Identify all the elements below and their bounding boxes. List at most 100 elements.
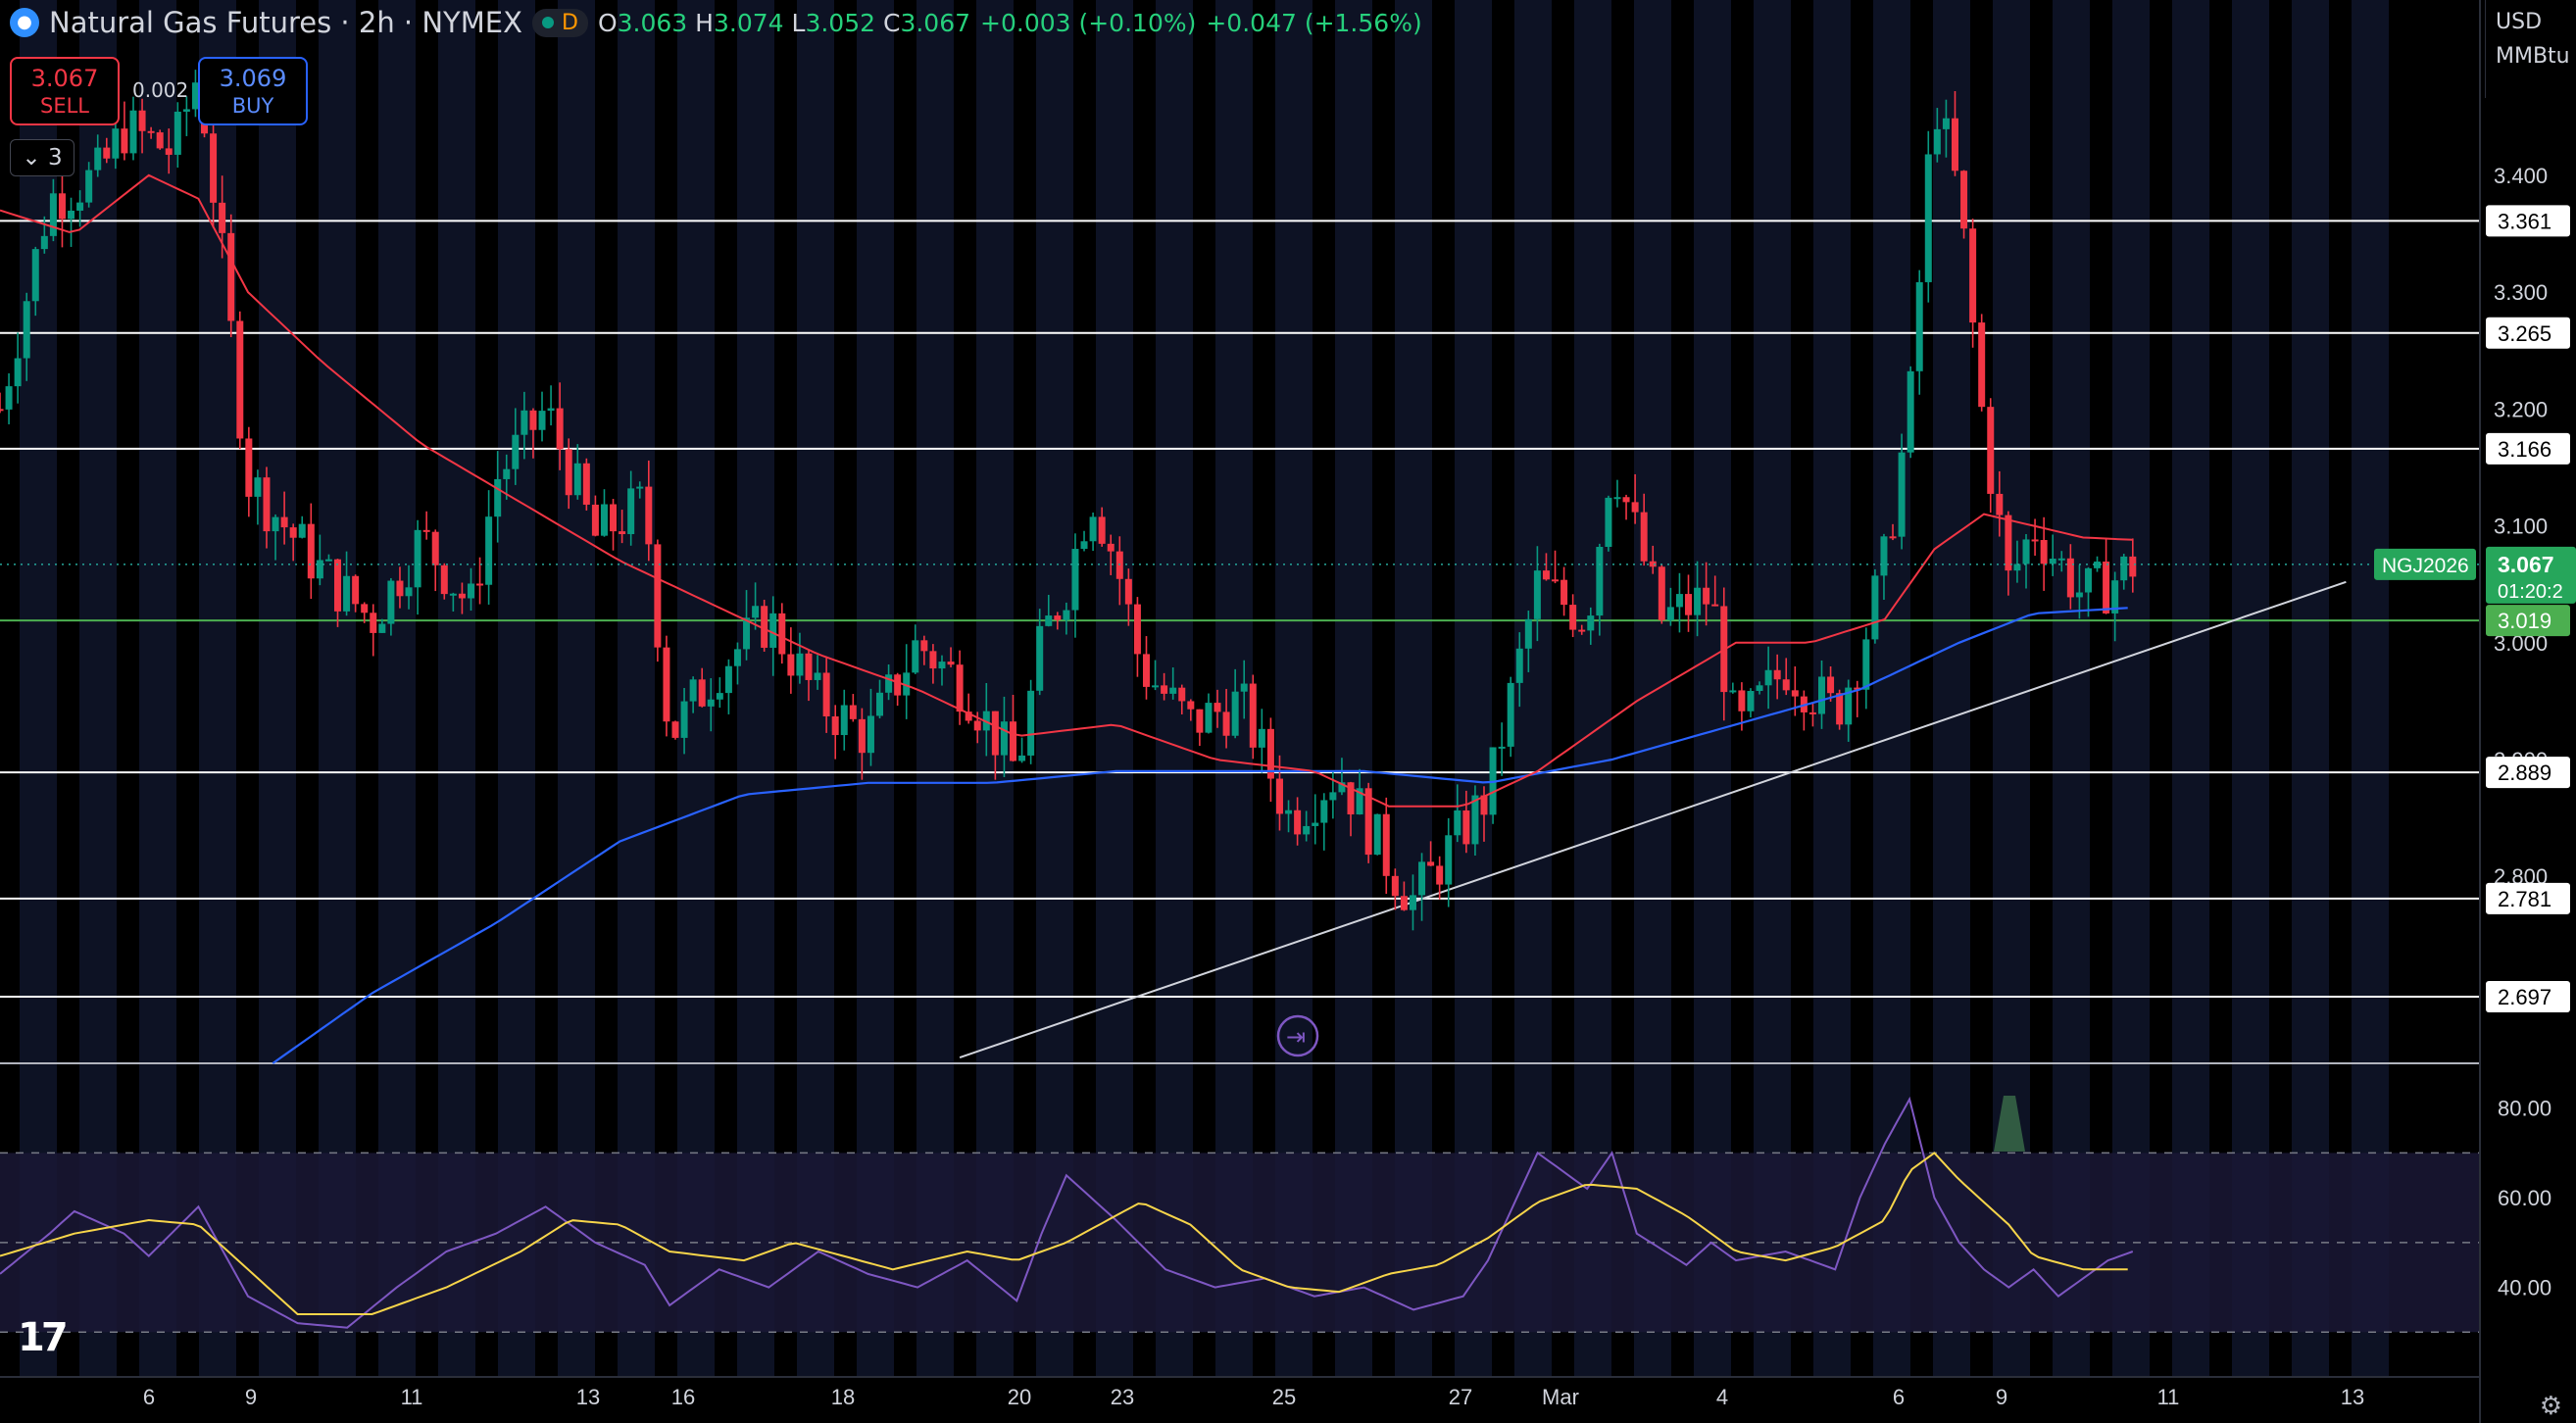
candle-body bbox=[1169, 687, 1177, 694]
candle-body bbox=[1196, 709, 1204, 733]
session-stripe bbox=[1634, 0, 1671, 1377]
session-stripe bbox=[2352, 0, 2389, 1377]
settings-gear-icon[interactable]: ⚙ bbox=[2539, 1392, 2562, 1421]
candle-body bbox=[1854, 687, 1861, 690]
candle-body bbox=[743, 617, 751, 650]
candle-body bbox=[1996, 493, 2004, 515]
candle-body bbox=[1285, 810, 1293, 814]
candle-body bbox=[610, 504, 618, 532]
candle-body bbox=[1764, 669, 1772, 686]
level-price-label[interactable] bbox=[2486, 205, 2570, 237]
candle-body bbox=[1666, 607, 1674, 620]
candle-body bbox=[1373, 813, 1381, 856]
candle-body bbox=[219, 202, 226, 233]
candle-body bbox=[334, 559, 342, 612]
time-tick-label: 11 bbox=[2157, 1385, 2180, 1409]
candle-body bbox=[920, 640, 928, 652]
level-price-label[interactable] bbox=[2486, 605, 2570, 637]
candle-body bbox=[138, 110, 146, 131]
candle-body bbox=[272, 516, 279, 532]
candle-body bbox=[822, 672, 830, 716]
session-stripe bbox=[498, 0, 535, 1377]
session-pill[interactable]: D bbox=[531, 8, 588, 37]
candle-body bbox=[1027, 690, 1035, 756]
candle-body bbox=[1880, 536, 1888, 576]
level-price-label[interactable] bbox=[2486, 757, 2570, 789]
candle-body bbox=[573, 463, 581, 496]
candle-body bbox=[885, 674, 893, 693]
time-tick-label: 16 bbox=[671, 1385, 695, 1409]
candle-body bbox=[547, 408, 555, 412]
symbol-title[interactable]: Natural Gas Futures · 2h · NYMEX bbox=[49, 6, 522, 39]
time-tick-label: 13 bbox=[576, 1385, 600, 1409]
candle-body bbox=[1303, 825, 1311, 835]
session-stripe bbox=[2112, 0, 2150, 1377]
tradingview-logo-icon[interactable]: 17 bbox=[18, 1315, 69, 1360]
candle-body bbox=[1871, 575, 1879, 640]
time-tick-label: 9 bbox=[1996, 1385, 2007, 1409]
current-price-text: 3.067 bbox=[2498, 552, 2554, 577]
sell-label: SELL bbox=[40, 94, 89, 118]
candle-body bbox=[1240, 683, 1248, 692]
unit-label: MMBtu bbox=[2496, 44, 2570, 69]
level-price-label[interactable] bbox=[2486, 317, 2570, 349]
candle-body bbox=[1862, 639, 1870, 690]
candle-body bbox=[1133, 604, 1141, 655]
candle-body bbox=[1498, 746, 1506, 749]
price-tick-label: 3.300 bbox=[2494, 280, 2548, 305]
level-price-label[interactable] bbox=[2486, 981, 2570, 1013]
candle-body bbox=[396, 580, 404, 597]
candle-body bbox=[1018, 755, 1026, 761]
buy-button[interactable]: 3.069 BUY bbox=[198, 57, 308, 125]
indicator-collapse-button[interactable]: ⌄ 3 bbox=[10, 139, 74, 176]
candle-body bbox=[1222, 712, 1230, 736]
candle-body bbox=[814, 672, 821, 680]
trendline[interactable] bbox=[959, 580, 2347, 1058]
candle-body bbox=[1533, 570, 1541, 619]
candle-body bbox=[467, 583, 474, 599]
candle-body bbox=[1000, 721, 1008, 756]
time-tick-label: Mar bbox=[1542, 1385, 1579, 1409]
candle-body bbox=[1347, 782, 1355, 815]
time-tick-label: 9 bbox=[245, 1385, 257, 1409]
candle-body bbox=[23, 301, 30, 359]
session-stripe bbox=[976, 0, 1014, 1377]
current-price-label[interactable] bbox=[2486, 546, 2576, 604]
ohlc-readout: O3.063 H3.074 L3.052 C3.067 bbox=[597, 8, 971, 37]
candle-body bbox=[85, 170, 93, 203]
candle-body bbox=[1933, 128, 1941, 155]
time-tick-label: 23 bbox=[1111, 1385, 1134, 1409]
candle-body bbox=[343, 575, 351, 612]
candle-body bbox=[1960, 171, 1968, 229]
candle-body bbox=[1152, 685, 1160, 688]
candle-body bbox=[2013, 564, 2021, 571]
currency-unit-selector[interactable]: USD MMBtu bbox=[2485, 0, 2576, 98]
candle-body bbox=[503, 468, 511, 479]
price-scale[interactable] bbox=[2480, 0, 2576, 1423]
candle-body bbox=[1907, 370, 1914, 453]
candle-body bbox=[1382, 813, 1390, 876]
level-price-label[interactable] bbox=[2486, 432, 2570, 465]
time-tick-label: 4 bbox=[1716, 1385, 1728, 1409]
price-tick-label: 3.100 bbox=[2494, 515, 2548, 539]
candle-body bbox=[1054, 615, 1062, 620]
moving-average-slow bbox=[272, 607, 2128, 1064]
candle-body bbox=[1613, 497, 1621, 500]
candle-body bbox=[512, 434, 520, 469]
sell-button[interactable]: 3.067 SELL bbox=[10, 57, 120, 125]
candle-body bbox=[849, 705, 857, 719]
candle-body bbox=[1338, 782, 1346, 793]
candle-body bbox=[1782, 679, 1790, 691]
candle-body bbox=[1524, 618, 1532, 649]
level-price-text: 2.697 bbox=[2498, 985, 2551, 1009]
symbol-tag[interactable] bbox=[2374, 548, 2476, 580]
currency-label: USD bbox=[2496, 10, 2543, 34]
session-stripe bbox=[2053, 0, 2090, 1377]
replay-icon[interactable] bbox=[1276, 1014, 1319, 1057]
level-price-label[interactable] bbox=[2486, 882, 2570, 914]
candle-body bbox=[68, 210, 75, 220]
candle-body bbox=[1356, 788, 1363, 815]
candle-body bbox=[1578, 629, 1586, 632]
sell-price: 3.067 bbox=[30, 65, 99, 92]
